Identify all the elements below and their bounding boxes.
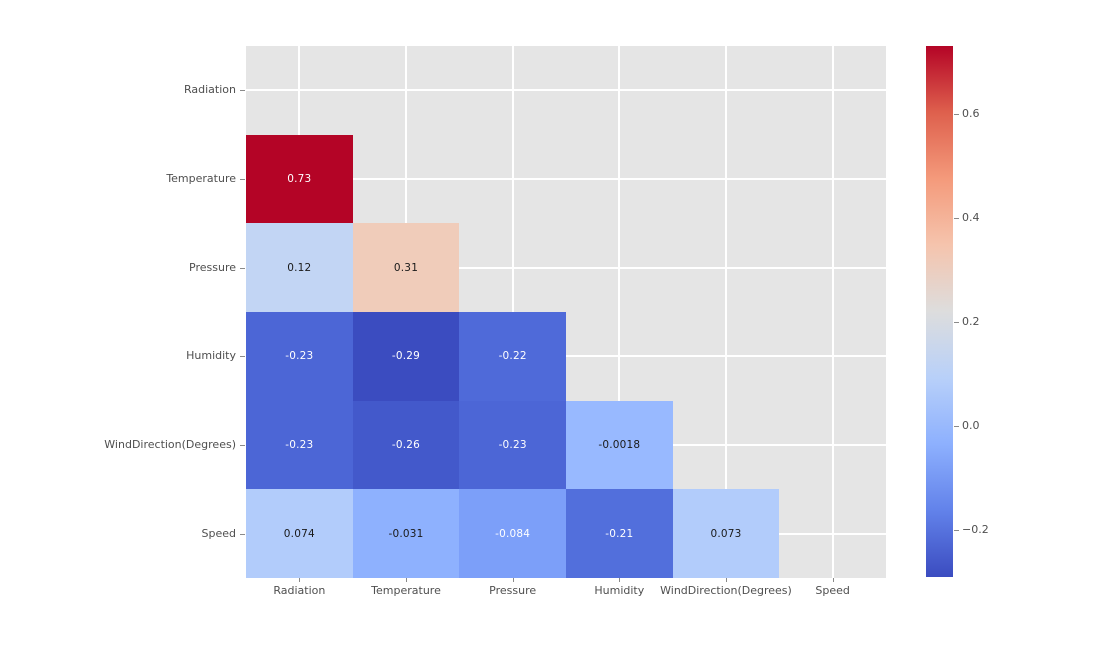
y-tick-label: Temperature [166,172,236,185]
colorbar-tick-label: 0.4 [962,210,980,224]
gridline [246,266,886,269]
cell-annotation: -0.084 [495,527,531,540]
gridline [725,46,727,578]
cell-annotation: -0.22 [498,350,527,363]
colorbar-tick-label: 0.0 [962,419,980,433]
gridline [246,178,886,180]
y-tick-label: Humidity [186,349,236,363]
colorbar-tick-label: 0.6 [962,106,980,120]
cell-annotation: -0.23 [285,350,314,363]
y-tick-mark [240,356,245,358]
cell-annotation: 0.073 [710,527,742,540]
x-tick-label: Temperature [371,584,441,597]
x-tick-mark [299,578,301,582]
heatmap-cell: -0.0018 [566,400,673,490]
colorbar-tick-label: 0.2 [962,314,980,328]
y-tick-label: WindDirection(Degrees) [104,438,236,451]
heatmap-cell: -0.23 [246,312,353,401]
heatmap-cell: -0.031 [352,489,460,578]
heatmap-cell: 0.073 [672,489,780,578]
cell-annotation: -0.0018 [598,438,641,451]
heatmap-cell: 0.074 [246,489,353,578]
cell-annotation: -0.23 [285,438,314,451]
colorbar-tick-mark [954,113,959,115]
x-tick-mark [406,578,407,582]
heatmap-cell: -0.23 [246,400,353,490]
colorbar-tick-mark [954,321,959,323]
gridline [246,89,886,92]
cell-annotation: 0.074 [283,527,315,540]
heatmap-cell: -0.084 [459,489,566,578]
y-tick-label: Pressure [189,260,236,274]
cell-annotation: -0.29 [391,350,421,363]
y-tick-label: Speed [201,526,236,540]
cell-annotation: 0.73 [287,172,312,185]
colorbar [926,46,953,577]
heatmap-cell: 0.73 [246,134,353,224]
x-tick-label: Pressure [489,584,537,597]
colorbar-tick-mark [954,217,959,219]
heatmap-plot-area: 0.73 0.12 0.31 -0.23 -0.29 -0.22 -0.23 -0.26 -0.… [246,46,886,578]
colorbar-tick-mark [954,426,959,428]
heatmap-cell: 0.31 [352,223,460,312]
cell-annotation: 0.12 [287,261,312,274]
cell-annotation: -0.21 [605,527,634,540]
heatmap-cell: 0.12 [246,223,353,312]
x-tick-mark [726,578,727,582]
cell-annotation: -0.23 [498,438,527,451]
x-tick-mark [832,578,834,582]
y-tick-mark [240,90,245,92]
gridline [246,355,886,358]
y-tick-mark [240,267,245,269]
x-tick-label: Humidity [594,584,645,597]
heatmap-cell: -0.29 [352,312,460,401]
y-tick-label: Radiation [184,83,236,97]
x-tick-label: Speed [815,584,850,597]
y-tick-mark [240,533,245,535]
cell-annotation: 0.31 [393,261,419,274]
gridline [831,46,834,578]
y-tick-mark [240,445,245,446]
colorbar-tick-mark [954,530,959,532]
cell-annotation: -0.26 [391,438,421,451]
x-tick-mark [512,578,514,582]
heatmap-cell: -0.22 [459,312,566,401]
heatmap-cell: -0.23 [459,400,566,490]
x-tick-label: WindDirection(Degrees) [660,584,792,597]
cell-annotation: -0.031 [388,527,424,540]
gridline [618,46,621,578]
x-tick-label: Radiation [273,584,326,597]
y-tick-mark [240,179,245,180]
colorbar-tick-label: −0.2 [962,523,989,537]
x-tick-mark [619,578,621,582]
heatmap-cell: -0.21 [566,489,673,578]
heatmap-cell: -0.26 [352,400,460,490]
